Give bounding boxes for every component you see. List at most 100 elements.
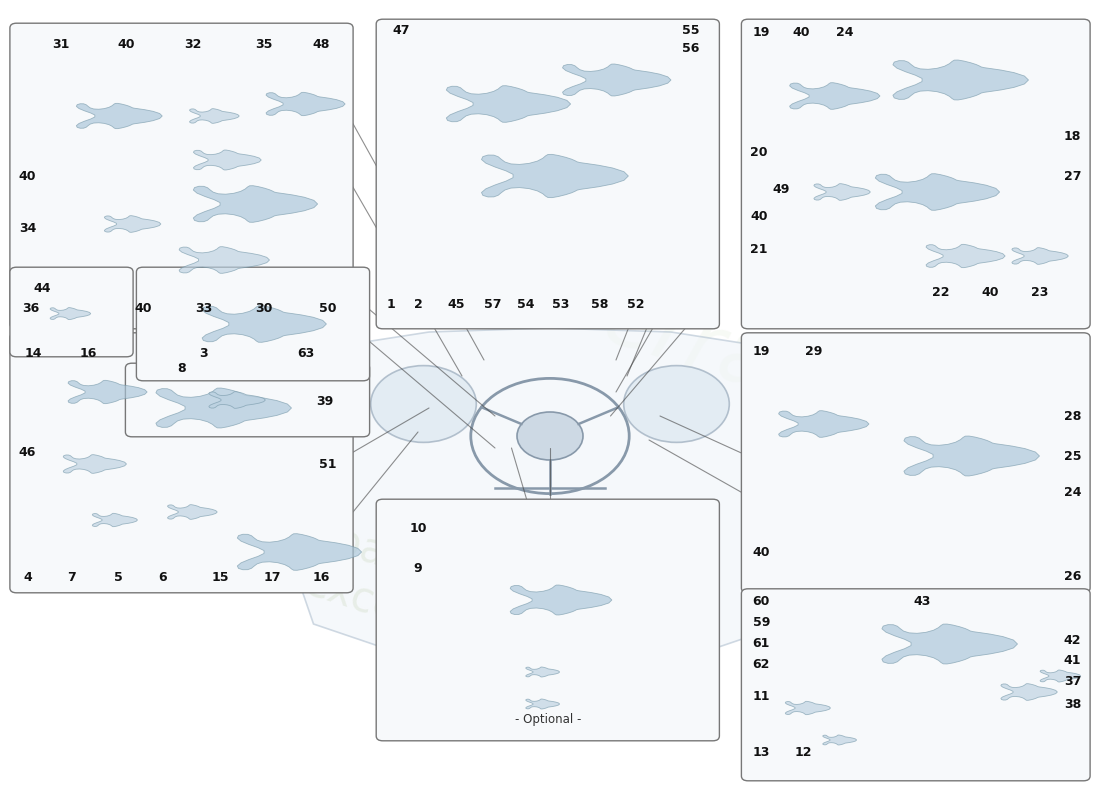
Text: 1: 1 bbox=[386, 298, 395, 310]
Text: 59: 59 bbox=[752, 616, 770, 629]
Polygon shape bbox=[823, 735, 857, 745]
Polygon shape bbox=[92, 514, 138, 526]
Text: 16: 16 bbox=[312, 571, 330, 584]
Text: 43: 43 bbox=[913, 595, 931, 608]
Polygon shape bbox=[51, 308, 90, 319]
Text: 24: 24 bbox=[1064, 486, 1081, 498]
Text: 25: 25 bbox=[1064, 450, 1081, 462]
Text: 9: 9 bbox=[414, 562, 422, 574]
Text: 5: 5 bbox=[114, 571, 123, 584]
Text: 19: 19 bbox=[752, 26, 770, 38]
Text: 18: 18 bbox=[1064, 130, 1081, 142]
Text: 36: 36 bbox=[22, 302, 40, 315]
Text: 39: 39 bbox=[316, 395, 333, 408]
Text: 42: 42 bbox=[1064, 634, 1081, 646]
Text: 14: 14 bbox=[24, 347, 42, 360]
Text: 33: 33 bbox=[195, 302, 212, 315]
Text: 29: 29 bbox=[805, 346, 823, 358]
FancyBboxPatch shape bbox=[10, 267, 133, 357]
Polygon shape bbox=[63, 454, 126, 474]
Text: 40: 40 bbox=[750, 210, 768, 222]
Text: 40: 40 bbox=[19, 170, 36, 182]
Polygon shape bbox=[814, 184, 870, 200]
Polygon shape bbox=[876, 174, 1000, 210]
Polygon shape bbox=[893, 60, 1028, 100]
Text: 26: 26 bbox=[1064, 570, 1081, 582]
Text: a passion for
excellence: a passion for excellence bbox=[276, 507, 560, 677]
Polygon shape bbox=[1012, 248, 1068, 264]
Text: 53: 53 bbox=[552, 298, 570, 310]
Polygon shape bbox=[76, 103, 163, 129]
FancyBboxPatch shape bbox=[10, 333, 353, 593]
Polygon shape bbox=[1001, 684, 1057, 700]
Polygon shape bbox=[447, 86, 571, 122]
Text: - Optional -: - Optional - bbox=[515, 714, 581, 726]
Text: 7: 7 bbox=[67, 571, 76, 584]
Text: 48: 48 bbox=[312, 38, 330, 50]
Text: 40: 40 bbox=[981, 286, 999, 298]
Polygon shape bbox=[882, 624, 1018, 664]
Text: 11: 11 bbox=[752, 690, 770, 702]
Polygon shape bbox=[482, 154, 628, 198]
Polygon shape bbox=[785, 702, 830, 714]
FancyBboxPatch shape bbox=[10, 23, 353, 329]
Text: 50: 50 bbox=[319, 302, 337, 315]
Text: Ferrari: Ferrari bbox=[549, 262, 837, 426]
Text: 35: 35 bbox=[255, 38, 273, 50]
Text: 40: 40 bbox=[134, 302, 152, 315]
Polygon shape bbox=[104, 216, 161, 232]
Text: 24: 24 bbox=[836, 26, 854, 38]
Text: 41: 41 bbox=[1064, 654, 1081, 666]
Text: 56: 56 bbox=[682, 42, 700, 54]
Polygon shape bbox=[779, 410, 869, 438]
Text: 30: 30 bbox=[255, 302, 273, 315]
FancyBboxPatch shape bbox=[136, 267, 370, 381]
Text: 45: 45 bbox=[448, 298, 465, 310]
Polygon shape bbox=[68, 380, 147, 404]
Polygon shape bbox=[526, 699, 560, 709]
Text: 58: 58 bbox=[591, 298, 608, 310]
Text: 3: 3 bbox=[199, 347, 208, 360]
Text: 4: 4 bbox=[23, 571, 32, 584]
Text: 27: 27 bbox=[1064, 170, 1081, 182]
Text: 2: 2 bbox=[414, 298, 422, 310]
Text: 62: 62 bbox=[752, 658, 770, 670]
FancyBboxPatch shape bbox=[741, 589, 1090, 781]
Polygon shape bbox=[194, 186, 318, 222]
Text: 17: 17 bbox=[264, 571, 282, 584]
Text: 54: 54 bbox=[517, 298, 535, 310]
Text: 37: 37 bbox=[1064, 675, 1081, 688]
Text: 31: 31 bbox=[52, 38, 69, 50]
Text: 61: 61 bbox=[752, 637, 770, 650]
Text: 15: 15 bbox=[211, 571, 229, 584]
Polygon shape bbox=[526, 667, 560, 677]
FancyBboxPatch shape bbox=[741, 19, 1090, 329]
Polygon shape bbox=[179, 246, 270, 274]
Polygon shape bbox=[202, 306, 327, 342]
Text: 19: 19 bbox=[752, 346, 770, 358]
Text: 8: 8 bbox=[177, 362, 186, 374]
Text: 52: 52 bbox=[627, 298, 645, 310]
Text: 12: 12 bbox=[794, 746, 812, 758]
FancyBboxPatch shape bbox=[125, 363, 370, 437]
Polygon shape bbox=[562, 64, 671, 96]
Text: 16: 16 bbox=[79, 347, 97, 360]
FancyBboxPatch shape bbox=[376, 499, 719, 741]
Text: 40: 40 bbox=[118, 38, 135, 50]
Polygon shape bbox=[1041, 670, 1080, 682]
Text: 6: 6 bbox=[158, 571, 167, 584]
Polygon shape bbox=[194, 150, 262, 170]
Polygon shape bbox=[209, 392, 265, 408]
Text: 34: 34 bbox=[19, 222, 36, 234]
Polygon shape bbox=[156, 388, 292, 428]
Text: 28: 28 bbox=[1064, 410, 1081, 422]
Text: 38: 38 bbox=[1064, 698, 1081, 710]
FancyBboxPatch shape bbox=[741, 333, 1090, 593]
Text: 47: 47 bbox=[393, 24, 410, 37]
Text: 40: 40 bbox=[792, 26, 810, 38]
Text: 46: 46 bbox=[19, 446, 36, 458]
Text: 40: 40 bbox=[752, 546, 770, 558]
Text: 20: 20 bbox=[750, 146, 768, 158]
Polygon shape bbox=[790, 82, 880, 110]
Polygon shape bbox=[286, 328, 814, 660]
